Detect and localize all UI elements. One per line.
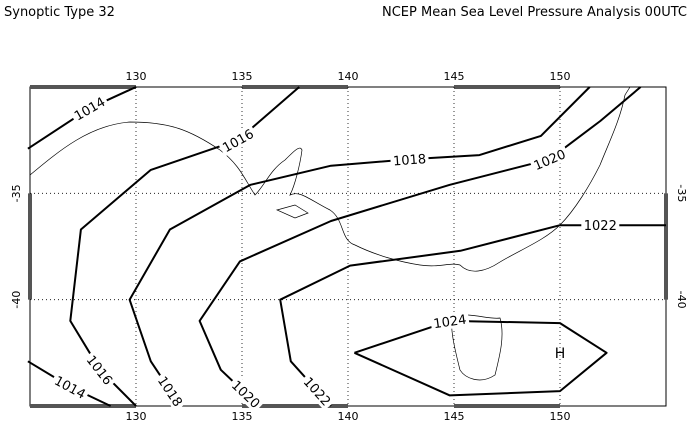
y-tick-label: -35 <box>10 184 23 202</box>
map-frame <box>29 86 667 407</box>
isobar <box>69 86 300 407</box>
isobar-label: 1014 <box>68 91 110 125</box>
isobar-label: 1022 <box>581 217 620 234</box>
label-background <box>389 149 430 169</box>
x-tick-label: 150 <box>550 70 571 83</box>
x-tick-label: 150 <box>550 410 571 423</box>
title-right: NCEP Mean Sea Level Pressure Analysis 00… <box>382 5 687 20</box>
isobar-label: 1024 <box>429 310 470 333</box>
isobar-label: 1018 <box>389 149 430 169</box>
label-background <box>226 375 266 413</box>
x-tick-label: 140 <box>338 70 359 83</box>
x-tick-label: 135 <box>232 410 253 423</box>
label-background <box>49 370 91 403</box>
x-tick-label: 145 <box>444 70 465 83</box>
x-tick-label: 135 <box>232 70 253 83</box>
isobar <box>353 319 608 397</box>
high-pressure-marker: H <box>555 346 566 362</box>
label-background <box>82 349 118 390</box>
label-background <box>429 310 470 332</box>
label-background <box>217 123 259 157</box>
label-background <box>153 370 188 412</box>
isobar-value: 1024 <box>433 313 468 333</box>
isobar-value: 1022 <box>584 219 617 234</box>
label-background <box>298 371 337 411</box>
x-tick-label: 130 <box>126 70 147 83</box>
isobar <box>128 86 591 407</box>
isobar <box>198 86 642 407</box>
label-background <box>581 217 620 234</box>
x-tick-label: 130 <box>126 410 147 423</box>
title-left: Synoptic Type 32 <box>4 5 115 20</box>
label-background <box>528 144 571 175</box>
y-tick-label: -40 <box>675 291 688 309</box>
y-tick-label: -40 <box>10 291 23 309</box>
x-tick-label: 140 <box>338 410 359 423</box>
isobar-label: 1014 <box>49 370 91 403</box>
x-tick-label: 145 <box>444 410 465 423</box>
coastline <box>29 86 631 381</box>
isobar-value: 1018 <box>393 152 427 169</box>
isobar-label: 1020 <box>528 144 571 175</box>
isobar-label: 1016 <box>82 349 118 390</box>
y-tick-label: -35 <box>675 184 688 202</box>
label-background <box>68 91 110 125</box>
isobar-label: 1016 <box>217 123 259 157</box>
